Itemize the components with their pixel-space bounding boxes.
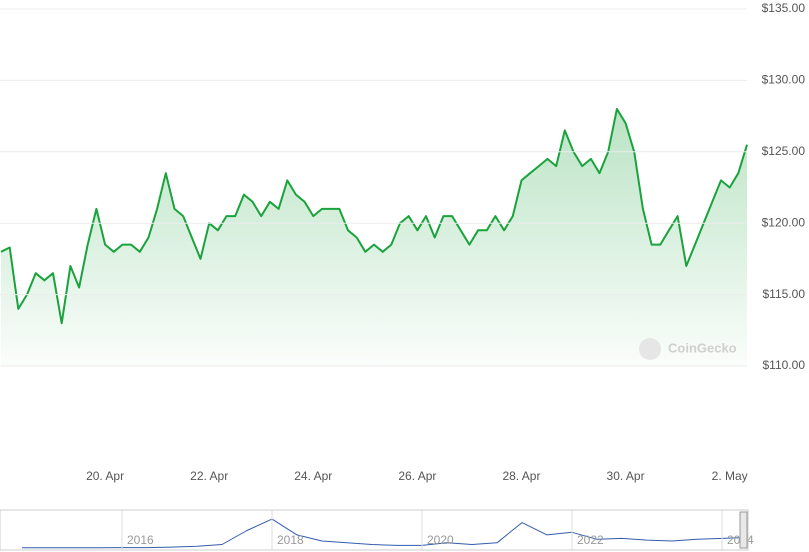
- x-tick-label: 26. Apr: [398, 469, 436, 483]
- navigator-frame: [0, 509, 749, 551]
- navigator-label: 2020: [427, 533, 454, 547]
- x-tick-label: 2. May: [712, 469, 748, 483]
- navigator-label: 2018: [277, 533, 304, 547]
- y-tick-label: $130.00: [762, 73, 806, 87]
- y-tick-label: $135.00: [762, 1, 806, 15]
- navigator-label: 2022: [577, 533, 604, 547]
- x-tick-label: 22. Apr: [190, 469, 228, 483]
- watermark-logo: [639, 338, 661, 360]
- x-tick-label: 20. Apr: [86, 469, 124, 483]
- x-tick-label: 28. Apr: [502, 469, 540, 483]
- navigator-handle[interactable]: [739, 511, 748, 549]
- y-tick-label: $120.00: [762, 215, 806, 229]
- navigator-line: [22, 518, 748, 549]
- y-tick-label: $125.00: [762, 144, 806, 158]
- x-tick-label: 30. Apr: [607, 469, 645, 483]
- watermark-text: CoinGecko: [668, 340, 737, 355]
- x-tick-label: 24. Apr: [294, 469, 332, 483]
- price-area: [1, 109, 747, 366]
- watermark: CoinGecko: [639, 338, 737, 360]
- y-tick-label: $115.00: [763, 287, 806, 301]
- navigator-label: 2016: [127, 533, 154, 547]
- y-tick-label: $110.00: [763, 358, 806, 372]
